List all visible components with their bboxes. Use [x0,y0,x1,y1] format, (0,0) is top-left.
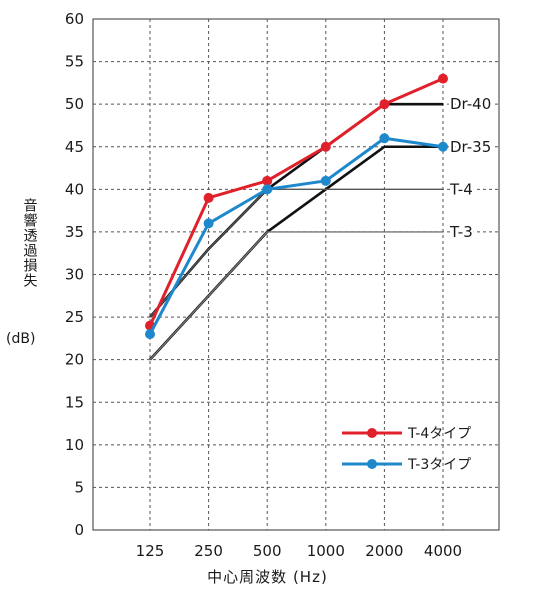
data-series [145,73,448,340]
y-tick-label: 15 [65,393,84,411]
y-tick-label: 20 [65,351,84,369]
y-tick-label: 40 [65,180,84,198]
y-tick-label: 30 [65,266,84,284]
y-tick-label: 60 [65,10,84,28]
x-axis-label: 中心周波数 (Hz) [207,568,328,586]
legend-marker-0 [367,428,377,438]
legend-label-0: T-4タイプ [407,426,471,442]
reference-curve-t-4 [149,188,443,318]
series-line-1 [148,136,444,335]
x-tick-labels: 125 250 500 1000 2000 4000 [136,542,462,560]
y-tick-label: 5 [74,478,84,496]
series-point-1 [320,175,331,186]
y-tick-labels: 0 5 10 15 20 25 30 35 40 45 50 55 60 [65,10,84,539]
series-point-1 [438,141,448,152]
series-point-1 [203,218,214,229]
y-axis-label: 音響透過損失 [21,198,38,288]
legend-marker-1 [367,459,377,469]
y-tick-label: 0 [74,521,84,539]
x-tick-label: 500 [253,542,282,560]
y-axis-unit: (dB) [6,331,36,347]
reference-curves: Dr-40 Dr-35 T-4 T-3 [149,93,494,361]
series-line-0 [148,77,444,327]
x-tick-label: 250 [194,542,223,560]
x-tick-label: 1000 [307,542,345,560]
series-point-1 [379,133,390,144]
legend: T-4タイプ T-3タイプ [342,426,471,473]
y-tick-label: 25 [65,308,84,326]
reference-label-dr-40: Dr-40 [450,95,491,113]
x-tick-label: 4000 [424,542,462,560]
series-point-0 [320,141,331,152]
reference-label-t-4: T-4 [449,180,473,198]
y-tick-label: 50 [65,95,84,113]
reference-curve-t-3 [149,231,443,361]
legend-label-1: T-3タイプ [407,457,471,473]
x-tick-label: 2000 [365,542,403,560]
y-tick-label: 10 [65,436,84,454]
series-point-0 [262,175,273,186]
y-axis-title: 音響透過損失 [14,198,44,293]
y-tick-label: 45 [65,138,84,156]
series-point-0 [379,99,390,110]
reference-label-dr-35: Dr-35 [450,138,491,156]
x-tick-label: 125 [136,542,165,560]
series-point-1 [262,184,273,195]
series-point-0 [438,73,448,84]
y-tick-label: 55 [65,53,84,71]
y-tick-label: 35 [65,223,84,241]
series-point-1 [145,329,155,340]
series-point-0 [203,192,214,203]
reference-label-t-3: T-3 [449,223,473,241]
